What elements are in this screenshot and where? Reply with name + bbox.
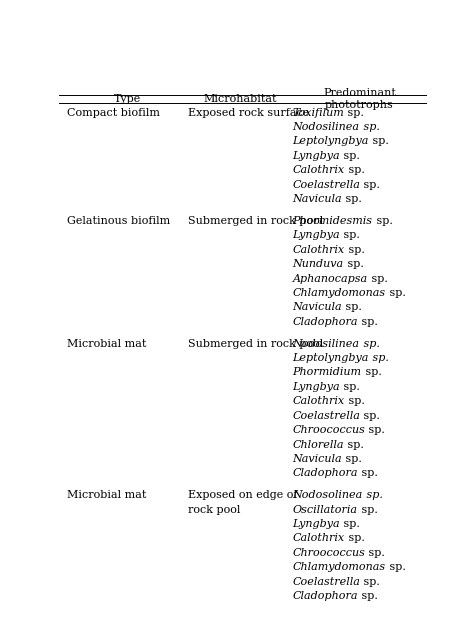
Text: sp.: sp. (358, 469, 378, 479)
Text: Gelatinous biofilm: Gelatinous biofilm (66, 216, 170, 226)
Text: Leptolyngbya: Leptolyngbya (292, 353, 369, 363)
Text: sp.: sp. (360, 180, 380, 190)
Text: sp.: sp. (386, 288, 406, 298)
Text: sp.: sp. (359, 339, 379, 349)
Text: sp.: sp. (359, 122, 379, 132)
Text: sp.: sp. (344, 107, 364, 117)
Text: sp.: sp. (342, 454, 362, 464)
Text: sp.: sp. (340, 519, 360, 529)
Text: sp.: sp. (345, 165, 365, 175)
Text: sp.: sp. (344, 440, 364, 450)
Text: Cladophora: Cladophora (292, 317, 358, 327)
Text: Nodosilinea: Nodosilinea (292, 339, 359, 349)
Text: sp.: sp. (340, 230, 360, 240)
Text: Predominant
phototrophs: Predominant phototrophs (323, 88, 396, 110)
Text: Navicula: Navicula (292, 194, 342, 204)
Text: sp.: sp. (369, 353, 389, 363)
Text: Nodosilinea: Nodosilinea (292, 122, 359, 132)
Text: Nodosolinea: Nodosolinea (292, 490, 363, 500)
Text: sp.: sp. (369, 137, 389, 147)
Text: Cladophora: Cladophora (292, 591, 358, 601)
Text: Exposed rock surface: Exposed rock surface (188, 107, 309, 117)
Text: Calothrix: Calothrix (292, 396, 345, 406)
Text: Coelastrella: Coelastrella (292, 180, 360, 190)
Text: sp.: sp. (358, 591, 378, 601)
Text: Coelastrella: Coelastrella (292, 577, 360, 587)
Text: Chroococcus: Chroococcus (292, 548, 365, 558)
Text: Coelastrella: Coelastrella (292, 411, 360, 421)
Text: Lyngbya: Lyngbya (292, 382, 340, 392)
Text: Lyngbya: Lyngbya (292, 230, 340, 240)
Text: sp.: sp. (362, 368, 382, 378)
Text: sp.: sp. (368, 273, 388, 283)
Text: Oscillatoria: Oscillatoria (292, 505, 357, 515)
Text: Toxifilum: Toxifilum (292, 107, 344, 117)
Text: Microhabitat: Microhabitat (203, 94, 277, 104)
Text: Chlamydomonas: Chlamydomonas (292, 562, 386, 572)
Text: Calothrix: Calothrix (292, 245, 345, 255)
Text: Navicula: Navicula (292, 303, 342, 313)
Text: sp.: sp. (363, 490, 383, 500)
Text: Calothrix: Calothrix (292, 534, 345, 544)
Text: Chroococcus: Chroococcus (292, 425, 365, 435)
Text: sp.: sp. (345, 245, 365, 255)
Text: Lyngbya: Lyngbya (292, 151, 340, 161)
Text: sp.: sp. (342, 194, 362, 204)
Text: Microbial mat: Microbial mat (66, 339, 146, 349)
Text: sp.: sp. (345, 534, 365, 544)
Text: Exposed on edge of: Exposed on edge of (188, 490, 297, 500)
Text: Phormidium: Phormidium (292, 368, 362, 378)
Text: Submerged in rock pool: Submerged in rock pool (188, 339, 323, 349)
Text: Calothrix: Calothrix (292, 165, 345, 175)
Text: sp.: sp. (386, 562, 406, 572)
Text: Cladophora: Cladophora (292, 469, 358, 479)
Text: sp.: sp. (340, 382, 360, 392)
Text: Type: Type (114, 94, 141, 104)
Text: Phormidesmis: Phormidesmis (292, 216, 373, 226)
Text: Lyngbya: Lyngbya (292, 519, 340, 529)
Text: sp.: sp. (344, 259, 364, 269)
Text: rock pool: rock pool (188, 505, 240, 515)
Text: sp.: sp. (357, 505, 377, 515)
Text: Chlorella: Chlorella (292, 440, 344, 450)
Text: sp.: sp. (360, 577, 380, 587)
Text: sp.: sp. (342, 303, 362, 313)
Text: Compact biofilm: Compact biofilm (66, 107, 160, 117)
Text: Navicula: Navicula (292, 454, 342, 464)
Text: sp.: sp. (340, 151, 360, 161)
Text: Nunduva: Nunduva (292, 259, 344, 269)
Text: Submerged in rock pool: Submerged in rock pool (188, 216, 323, 226)
Text: sp.: sp. (373, 216, 392, 226)
Text: sp.: sp. (365, 425, 385, 435)
Text: sp.: sp. (358, 317, 378, 327)
Text: sp.: sp. (360, 411, 380, 421)
Text: Microbial mat: Microbial mat (66, 490, 146, 500)
Text: Leptolyngbya: Leptolyngbya (292, 137, 369, 147)
Text: sp.: sp. (345, 396, 365, 406)
Text: sp.: sp. (365, 548, 385, 558)
Text: Chlamydomonas: Chlamydomonas (292, 288, 386, 298)
Text: Aphanocapsa: Aphanocapsa (292, 273, 368, 283)
